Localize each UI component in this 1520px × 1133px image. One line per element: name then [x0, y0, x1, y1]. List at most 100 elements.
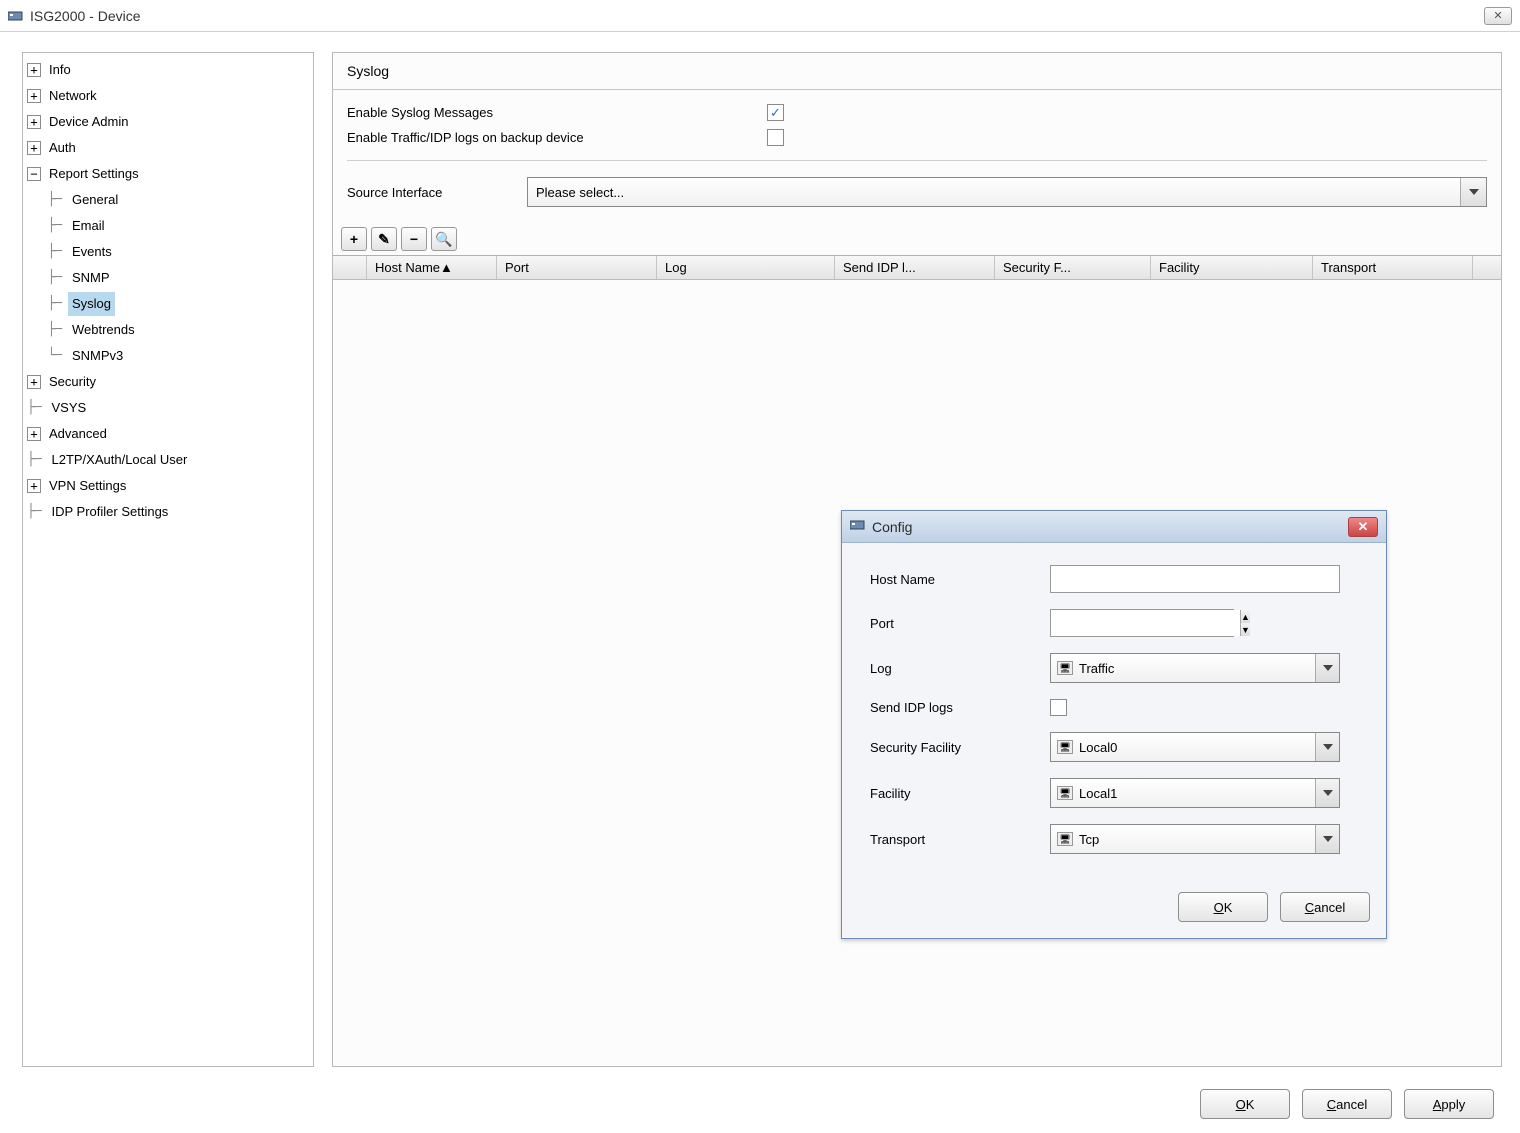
tree-label: VPN Settings — [45, 474, 130, 498]
enable-traffic-label: Enable Traffic/IDP logs on backup device — [347, 130, 767, 145]
expand-icon[interactable]: + — [27, 141, 41, 155]
window-close-button[interactable]: ✕ — [1484, 7, 1512, 25]
config-dialog: Config ✕ Host Name Port ▲ ▼ — [841, 510, 1387, 939]
tree-item-advanced[interactable]: + Advanced — [23, 421, 313, 447]
edit-button[interactable]: ✎ — [371, 227, 397, 251]
dialog-titlebar[interactable]: Config ✕ — [842, 511, 1386, 543]
tree-item-device-admin[interactable]: +Device Admin — [23, 109, 313, 135]
body: +Info+Network+Device Admin+Auth−Report S… — [0, 32, 1520, 1075]
dialog-title: Config — [872, 519, 1348, 535]
expand-icon[interactable]: + — [27, 63, 41, 77]
content-panel: Syslog Enable Syslog Messages ✓ Enable T… — [332, 52, 1502, 1067]
column-header[interactable]: Log — [657, 256, 835, 279]
chevron-down-icon — [1315, 779, 1339, 807]
tree-item-email[interactable]: ├─ Email — [23, 213, 313, 239]
transport-value: Tcp — [1079, 832, 1099, 847]
port-input[interactable] — [1051, 610, 1240, 636]
window-title: ISG2000 - Device — [30, 8, 1484, 24]
tree-label: SNMP — [68, 266, 114, 290]
tree-item-events[interactable]: ├─ Events — [23, 239, 313, 265]
security-facility-select[interactable]: 🖥 Local0 — [1050, 732, 1340, 762]
column-header[interactable]: Host Name ▲ — [367, 256, 497, 279]
tree-item-syslog[interactable]: ├─ Syslog — [23, 291, 313, 317]
tree-item-idp-profiler-settings[interactable]: ├─ IDP Profiler Settings — [23, 499, 313, 525]
tree-item-vpn-settings[interactable]: + VPN Settings — [23, 473, 313, 499]
nav-tree[interactable]: +Info+Network+Device Admin+Auth−Report S… — [22, 52, 314, 1067]
tree-item-vsys[interactable]: ├─ VSYS — [23, 395, 313, 421]
expand-icon[interactable]: + — [27, 375, 41, 389]
tree-item-auth[interactable]: + Auth — [23, 135, 313, 161]
port-spinner[interactable]: ▲ ▼ — [1050, 609, 1234, 637]
tree-label: Advanced — [45, 422, 111, 446]
enable-syslog-checkbox[interactable]: ✓ — [767, 104, 784, 121]
enable-traffic-row: Enable Traffic/IDP logs on backup device — [347, 125, 1487, 150]
enable-syslog-label: Enable Syslog Messages — [347, 105, 767, 120]
ok-button[interactable]: OK — [1200, 1089, 1290, 1119]
apply-button[interactable]: Apply — [1404, 1089, 1494, 1119]
expand-icon[interactable]: + — [27, 115, 41, 129]
column-header[interactable] — [333, 256, 367, 279]
tree-label: Security — [45, 370, 100, 394]
host-name-input[interactable] — [1050, 565, 1340, 593]
monitor-icon: 🖥 — [1057, 740, 1073, 754]
security-facility-label: Security Facility — [870, 740, 1050, 755]
expand-icon[interactable]: + — [27, 479, 41, 493]
column-header[interactable]: Security F... — [995, 256, 1151, 279]
spin-down-button[interactable]: ▼ — [1241, 623, 1250, 636]
column-header[interactable]: Facility — [1151, 256, 1313, 279]
facility-select[interactable]: 🖥 Local1 — [1050, 778, 1340, 808]
tree-item-network[interactable]: + Network — [23, 83, 313, 109]
titlebar: ISG2000 - Device ✕ — [0, 0, 1520, 32]
tree-label: Webtrends — [68, 318, 139, 342]
spin-up-button[interactable]: ▲ — [1241, 610, 1250, 623]
expand-icon[interactable]: + — [27, 89, 41, 103]
port-label: Port — [870, 616, 1050, 631]
dialog-close-button[interactable]: ✕ — [1348, 517, 1378, 537]
add-button[interactable]: + — [341, 227, 367, 251]
section-body: Enable Syslog Messages ✓ Enable Traffic/… — [333, 90, 1501, 223]
tree-label: Network — [45, 84, 101, 108]
monitor-icon: 🖥 — [1057, 832, 1073, 846]
host-name-label: Host Name — [870, 572, 1050, 587]
dialog-footer: OK Cancel — [842, 882, 1386, 938]
log-value: Traffic — [1079, 661, 1114, 676]
dialog-cancel-button[interactable]: Cancel — [1280, 892, 1370, 922]
tree-item-general[interactable]: ├─ General — [23, 187, 313, 213]
divider — [347, 160, 1487, 161]
send-idp-checkbox[interactable] — [1050, 699, 1067, 716]
enable-traffic-checkbox[interactable] — [767, 129, 784, 146]
tree-label: Events — [68, 240, 116, 264]
chevron-down-icon — [1460, 178, 1486, 206]
tree-label: SNMPv3 — [68, 344, 127, 368]
sort-asc-icon: ▲ — [440, 260, 453, 275]
cancel-button[interactable]: Cancel — [1302, 1089, 1392, 1119]
app-icon — [8, 8, 24, 24]
chevron-down-icon — [1315, 733, 1339, 761]
column-header[interactable]: Send IDP l... — [835, 256, 995, 279]
tree-item-info[interactable]: +Info — [23, 57, 313, 83]
source-interface-row: Source Interface Please select... — [347, 171, 1487, 213]
tree-label: VSYS — [47, 396, 90, 420]
source-interface-value: Please select... — [536, 185, 624, 200]
dialog-icon — [850, 519, 866, 534]
column-header[interactable]: Transport — [1313, 256, 1473, 279]
source-interface-select[interactable]: Please select... — [527, 177, 1487, 207]
monitor-icon: 🖥 — [1057, 661, 1073, 675]
tree-item-webtrends[interactable]: ├─ Webtrends — [23, 317, 313, 343]
dialog-ok-button[interactable]: OK — [1178, 892, 1268, 922]
tree-item-security[interactable]: + Security — [23, 369, 313, 395]
expand-icon[interactable]: + — [27, 427, 41, 441]
tree-label: Auth — [45, 136, 80, 160]
tree-label: IDP Profiler Settings — [47, 500, 172, 524]
collapse-icon[interactable]: − — [27, 167, 41, 181]
column-header[interactable]: Port — [497, 256, 657, 279]
enable-syslog-row: Enable Syslog Messages ✓ — [347, 100, 1487, 125]
tree-item-snmpv3[interactable]: └─ SNMPv3 — [23, 343, 313, 369]
find-button[interactable]: 🔍 — [431, 227, 457, 251]
tree-item-snmp[interactable]: ├─ SNMP — [23, 265, 313, 291]
transport-select[interactable]: 🖥 Tcp — [1050, 824, 1340, 854]
tree-item-report-settings[interactable]: −Report Settings — [23, 161, 313, 187]
delete-button[interactable]: − — [401, 227, 427, 251]
tree-item-l2tp-xauth-local-user[interactable]: ├─ L2TP/XAuth/Local User — [23, 447, 313, 473]
log-select[interactable]: 🖥 Traffic — [1050, 653, 1340, 683]
